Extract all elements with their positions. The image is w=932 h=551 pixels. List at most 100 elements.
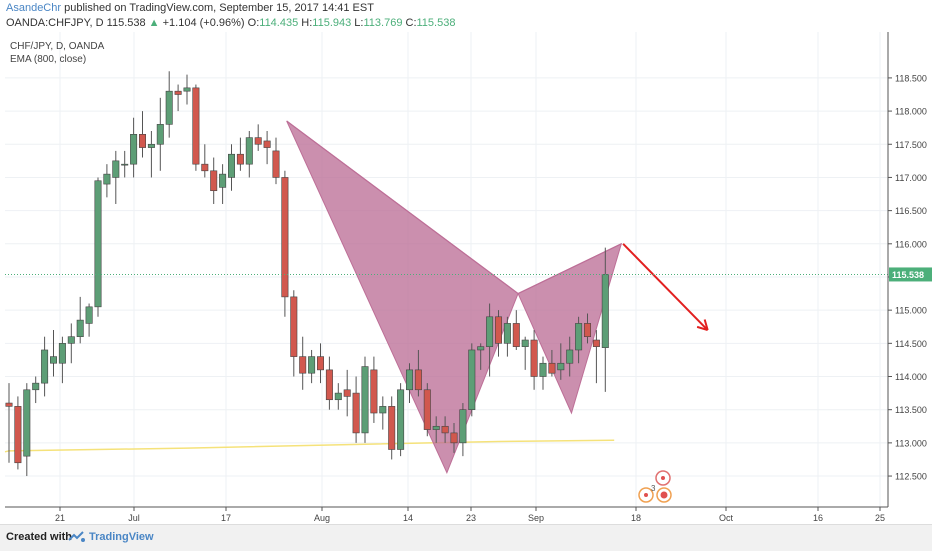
candle-body[interactable] (263, 140, 271, 148)
candle-body[interactable] (165, 90, 173, 125)
candle-body[interactable] (219, 173, 227, 188)
price-axis-tick-label: 118.000 (895, 107, 927, 117)
candle-body[interactable] (103, 173, 111, 185)
pattern-xb-line[interactable] (286, 120, 519, 295)
candle-body[interactable] (272, 150, 280, 178)
candle-body[interactable] (441, 425, 449, 434)
candle-body[interactable] (405, 369, 413, 391)
candle-body[interactable] (23, 389, 31, 457)
candle-body[interactable] (236, 153, 244, 165)
symbol-label: OANDA:CHFJPY, D (6, 17, 104, 29)
candle-body[interactable] (548, 362, 556, 374)
candle-body[interactable] (139, 134, 147, 148)
candle-body[interactable] (76, 319, 84, 337)
candle-body[interactable] (423, 389, 431, 430)
time-axis-tick-label: 17 (221, 513, 231, 523)
candle-body[interactable] (228, 153, 236, 178)
candle-body[interactable] (67, 336, 75, 344)
candle-body[interactable] (494, 316, 502, 344)
candle-body[interactable] (334, 392, 342, 401)
candle-body[interactable] (299, 356, 307, 374)
candle-body[interactable] (130, 134, 138, 165)
candle-body[interactable] (254, 137, 262, 145)
projection-arrow-head[interactable] (696, 325, 708, 332)
candle-body[interactable] (343, 389, 351, 397)
candle-body[interactable] (521, 339, 529, 347)
candle-body[interactable] (308, 356, 316, 374)
candle-body[interactable] (575, 323, 583, 351)
candle-body[interactable] (192, 87, 200, 165)
candle-body[interactable] (370, 369, 378, 414)
price-axis-tick-label: 115.000 (895, 306, 927, 316)
candle-body[interactable] (156, 124, 164, 145)
tradingview-logo-icon (68, 531, 85, 542)
price-axis-tick-label: 113.000 (895, 438, 927, 448)
candle-body[interactable] (450, 432, 458, 444)
time-axis-tick-label: Aug (314, 513, 330, 523)
publish-header: AsandeChr published on TradingView.com, … (6, 2, 374, 14)
last-price: 115.538 (106, 17, 146, 29)
candle-body[interactable] (530, 339, 538, 377)
candle-body[interactable] (290, 296, 298, 357)
candle-body[interactable] (592, 339, 600, 347)
publish-text: published on TradingView.com, September … (64, 2, 374, 14)
candle-body[interactable] (147, 143, 155, 148)
last-price-badge (889, 267, 932, 282)
candle-body[interactable] (459, 409, 467, 444)
candle-body[interactable] (58, 343, 66, 364)
candle-body[interactable] (183, 87, 191, 92)
candle-body[interactable] (325, 369, 333, 401)
time-axis-tick-label: 23 (466, 513, 476, 523)
candle-body[interactable] (281, 177, 289, 298)
candle-body[interactable] (49, 356, 57, 364)
pattern-bd-line[interactable] (517, 243, 622, 295)
candle-body[interactable] (379, 406, 387, 414)
candle-body[interactable] (566, 349, 574, 364)
time-axis-tick-label: Oct (719, 513, 734, 523)
price-chart[interactable]: 3 118.500 118.000 117.500 117.000 116.500 116.… (0, 32, 932, 524)
candle-body[interactable] (432, 425, 440, 430)
projection-arrow-line[interactable] (622, 243, 709, 331)
time-axis-tick-label: 25 (875, 513, 885, 523)
candle-body[interactable] (468, 349, 476, 410)
candle-body[interactable] (601, 274, 609, 348)
candle-body[interactable] (414, 369, 422, 391)
candle-body[interactable] (41, 349, 49, 384)
candle-body[interactable] (245, 137, 253, 165)
price-axis-tick-label: 116.000 (895, 239, 927, 249)
candle-body[interactable] (32, 382, 40, 391)
time-axis-tick-label: 21 (55, 513, 65, 523)
author-link[interactable]: AsandeChr (6, 2, 62, 14)
candle-body[interactable] (503, 323, 511, 344)
candle-body[interactable] (361, 366, 369, 434)
candle-body[interactable] (85, 306, 93, 324)
candle-body[interactable] (539, 362, 547, 377)
up-arrow-icon: ▲ (148, 17, 160, 29)
time-axis-tick-label: Sep (528, 513, 544, 523)
candle-body[interactable] (201, 163, 209, 172)
candle-body[interactable] (5, 402, 13, 407)
projection-arrow-head[interactable] (703, 319, 709, 331)
candle-body[interactable] (112, 160, 120, 178)
candle-body[interactable] (486, 316, 494, 347)
tradingview-brand-link[interactable]: TradingView (89, 531, 154, 543)
candle-body[interactable] (557, 362, 565, 371)
legend-indicator[interactable]: EMA (800, close) (10, 54, 87, 65)
candle-body[interactable] (210, 170, 218, 192)
candle-body[interactable] (121, 163, 129, 166)
candle-body[interactable] (397, 389, 405, 450)
candle-body[interactable] (477, 346, 485, 351)
candle-body[interactable] (583, 323, 591, 337)
candle-body[interactable] (174, 90, 182, 95)
candle-body[interactable] (14, 406, 22, 464)
high-value: 115.943 (312, 17, 352, 29)
event-earnings-dot-icon (660, 491, 668, 499)
price-axis-tick-label: 114.500 (895, 339, 927, 349)
candle-body[interactable] (388, 406, 396, 450)
candle-body[interactable] (512, 323, 520, 347)
time-axis-tick-label: 14 (403, 513, 413, 523)
event-badge-count: 3 (651, 484, 656, 493)
candle-body[interactable] (94, 180, 102, 308)
candle-body[interactable] (352, 392, 360, 434)
candle-body[interactable] (316, 356, 324, 371)
